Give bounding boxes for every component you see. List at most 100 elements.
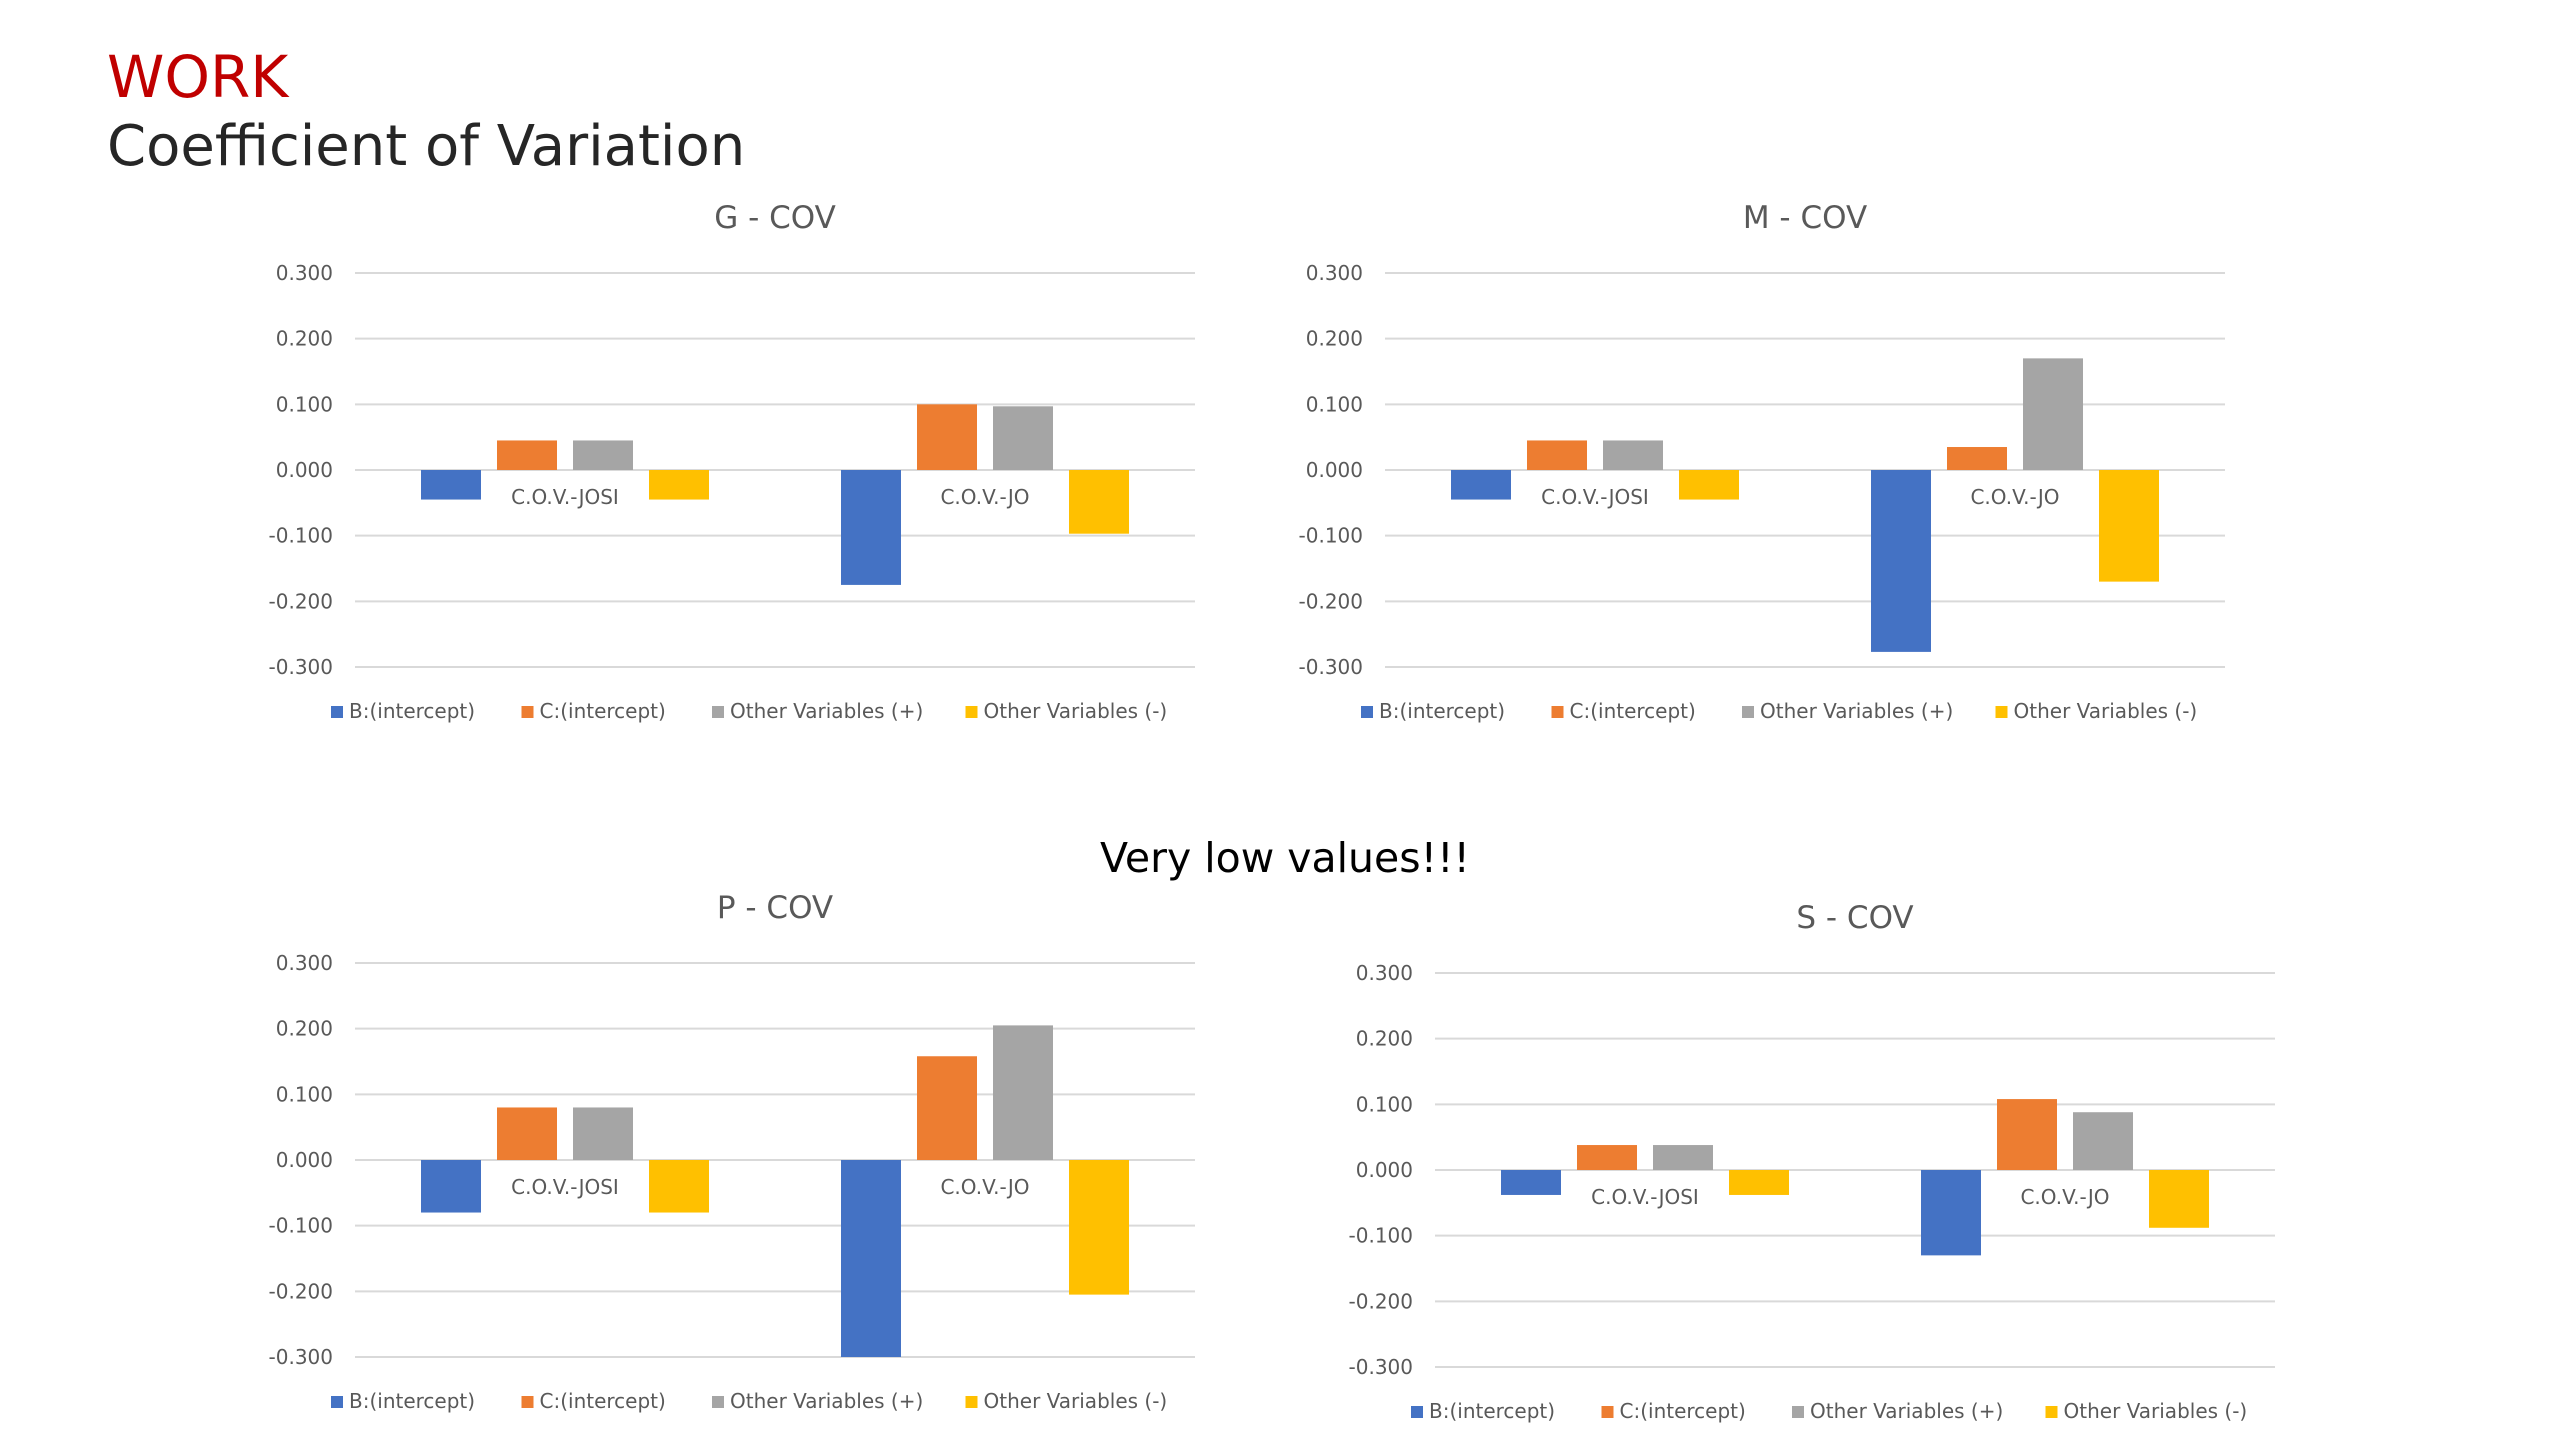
legend-label: Other Variables (-): [2064, 1399, 2248, 1423]
legend-swatch: [1601, 1406, 1614, 1418]
y-tick-label: 0.100: [276, 1082, 333, 1106]
bar: [1451, 470, 1511, 500]
bar: [841, 1160, 901, 1357]
bar: [993, 1025, 1053, 1160]
slide-title: WORK: [107, 43, 289, 111]
bar: [917, 1056, 977, 1160]
y-tick-label: 0.000: [276, 458, 333, 482]
bar: [649, 1160, 709, 1213]
legend-label: B:(intercept): [349, 699, 475, 723]
bar: [649, 470, 709, 500]
legend-swatch: [1995, 706, 2008, 718]
bar: [421, 1160, 481, 1213]
y-tick-label: 0.300: [276, 261, 333, 285]
legend-label: Other Variables (+): [730, 699, 923, 723]
bar: [841, 470, 901, 585]
y-tick-label: -0.300: [1299, 655, 1363, 679]
bar: [1947, 447, 2007, 470]
y-tick-label: 0.100: [276, 392, 333, 416]
bar: [2099, 470, 2159, 582]
chart-p-cov: P - COV 0.300 0.200 0.100 0.000 -0.100 -0.200 -…: [269, 890, 1195, 1413]
callout-text: Very low values!!!: [1100, 834, 1470, 882]
bar: [1069, 470, 1129, 534]
legend-swatch: [1792, 1406, 1804, 1418]
legend-swatch: [331, 706, 343, 718]
y-tick-label: 0.200: [276, 327, 333, 351]
legend-label: Other Variables (-): [984, 1389, 1168, 1413]
bar: [1653, 1145, 1713, 1170]
y-tick-label: 0.200: [276, 1017, 333, 1041]
legend-swatch: [1551, 706, 1564, 718]
y-tick-label: -0.300: [1349, 1355, 1413, 1379]
bar: [1997, 1099, 2057, 1170]
bar: [497, 440, 557, 470]
legend-swatch: [1742, 706, 1754, 718]
legend-label: Other Variables (+): [1810, 1399, 2003, 1423]
y-tick-label: 0.000: [1356, 1158, 1413, 1182]
y-tick-label: 0.200: [1306, 327, 1363, 351]
legend-label: Other Variables (-): [2014, 699, 2198, 723]
bar: [421, 470, 481, 500]
legend-swatch: [965, 706, 978, 718]
slide-subtitle: Coefficient of Variation: [107, 114, 746, 179]
legend-label: C:(intercept): [540, 1389, 666, 1413]
chart-m-cov: M - COV 0.300 0.200 0.100 0.000 -0.100 -0.200 -…: [1299, 200, 2225, 723]
y-tick-label: 0.300: [1356, 961, 1413, 985]
legend-label: B:(intercept): [1379, 699, 1505, 723]
chart-s-cov: S - COV 0.300 0.200 0.100 0.000 -0.100 -0.200 -…: [1349, 900, 2275, 1423]
category-label: C.O.V.-JO: [940, 485, 1029, 509]
legend-label: C:(intercept): [1620, 1399, 1746, 1423]
legend-swatch: [521, 1396, 534, 1408]
bar: [1069, 1160, 1129, 1295]
legend-label: C:(intercept): [1570, 699, 1696, 723]
legend-label: C:(intercept): [540, 699, 666, 723]
legend-swatch: [712, 1396, 724, 1408]
legend-swatch: [1361, 706, 1373, 718]
y-tick-label: -0.300: [269, 1345, 333, 1369]
legend-swatch: [712, 706, 724, 718]
bar: [1527, 440, 1587, 470]
bar: [2073, 1112, 2133, 1170]
y-tick-label: -0.100: [269, 524, 333, 548]
bar: [1871, 470, 1931, 652]
chart-g-cov: G - COV 0.300 0.200 0.100 0.000 -0.100 -0.200 -…: [269, 200, 1195, 723]
category-label: C.O.V.-JOSI: [1541, 485, 1649, 509]
y-tick-label: -0.200: [1299, 589, 1363, 613]
y-tick-label: 0.000: [276, 1148, 333, 1172]
bar: [573, 440, 633, 470]
bar: [573, 1107, 633, 1160]
bar: [497, 1107, 557, 1160]
category-label: C.O.V.-JO: [2020, 1185, 2109, 1209]
legend-swatch: [331, 1396, 343, 1408]
bar: [917, 404, 977, 470]
bar: [2149, 1170, 2209, 1228]
y-tick-label: 0.300: [276, 951, 333, 975]
bar: [1679, 470, 1739, 500]
legend-label: B:(intercept): [1429, 1399, 1555, 1423]
y-tick-label: 0.300: [1306, 261, 1363, 285]
legend-label: Other Variables (+): [730, 1389, 923, 1413]
bar: [2023, 358, 2083, 470]
y-tick-label: 0.100: [1306, 392, 1363, 416]
category-label: C.O.V.-JOSI: [1591, 1185, 1699, 1209]
y-tick-label: -0.100: [269, 1214, 333, 1238]
legend-swatch: [2045, 1406, 2058, 1418]
bar: [1921, 1170, 1981, 1256]
chart-title: M - COV: [1743, 200, 1867, 236]
y-tick-label: 0.200: [1356, 1027, 1413, 1051]
y-tick-label: -0.200: [269, 589, 333, 613]
y-tick-label: -0.100: [1299, 524, 1363, 548]
category-label: C.O.V.-JOSI: [511, 485, 619, 509]
chart-title: G - COV: [714, 200, 836, 236]
y-tick-label: 0.100: [1356, 1092, 1413, 1116]
y-tick-label: -0.300: [269, 655, 333, 679]
legend-label: Other Variables (+): [1760, 699, 1953, 723]
y-tick-label: -0.100: [1349, 1224, 1413, 1248]
category-label: C.O.V.-JO: [1970, 485, 2059, 509]
legend-swatch: [521, 706, 534, 718]
chart-title: S - COV: [1796, 900, 1913, 936]
chart-title: P - COV: [717, 890, 833, 926]
legend-label: B:(intercept): [349, 1389, 475, 1413]
bar: [1577, 1145, 1637, 1170]
legend-swatch: [965, 1396, 978, 1408]
